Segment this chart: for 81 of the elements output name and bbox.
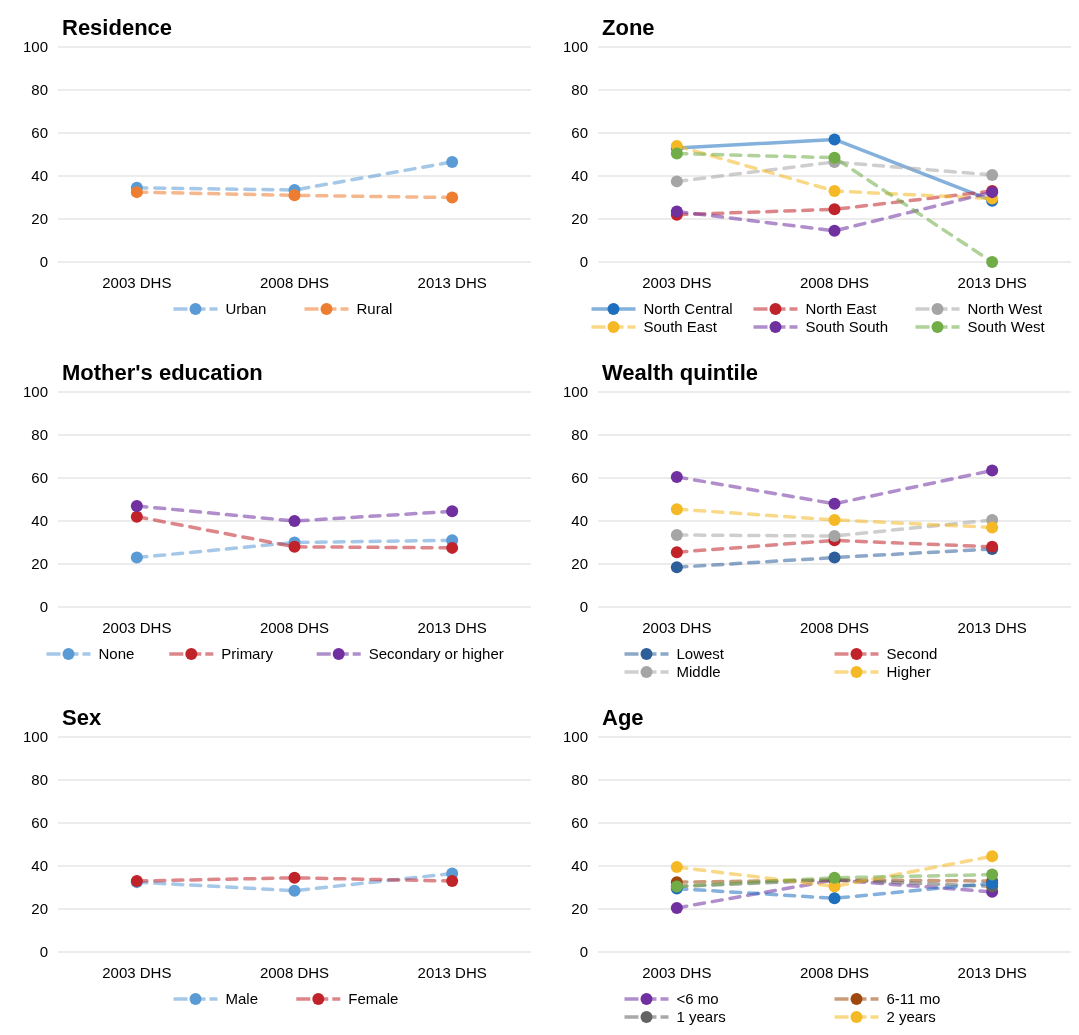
x-tick-label: 2008 DHS: [799, 619, 870, 636]
chart-title: Wealth quintile: [602, 360, 759, 385]
legend-label: 1 years: [676, 1008, 726, 1026]
legend-label: Male: [225, 990, 259, 1008]
y-tick-label: 100: [562, 38, 588, 56]
y-tick-label: 60: [31, 469, 48, 487]
y-tick-label: 80: [31, 426, 48, 444]
chart-title: Age: [602, 705, 644, 730]
legend-label: Rural: [356, 300, 393, 318]
y-tick-label: 80: [571, 426, 588, 444]
legend-label: <6 mo: [676, 990, 719, 1008]
x-tick-label: 2003 DHS: [642, 274, 712, 291]
x-tick-label: 2003 DHS: [102, 619, 172, 636]
y-tick-label: 60: [31, 124, 48, 142]
x-tick-label: 2008 DHS: [259, 964, 330, 981]
y-tick-label: 80: [571, 771, 588, 789]
legend-label: Urban: [225, 300, 267, 318]
x-tick-label: 2013 DHS: [957, 274, 1027, 291]
y-tick-label: 40: [31, 167, 48, 185]
y-tick-label: 20: [571, 900, 588, 918]
legend-label: Higher: [886, 663, 931, 681]
legend-label: Second: [886, 645, 938, 663]
x-tick-label: 2003 DHS: [102, 964, 172, 981]
legend-label: North Central: [643, 300, 733, 318]
y-tick-label: 0: [579, 598, 588, 616]
y-tick-label: 0: [39, 943, 48, 961]
y-tick-label: 20: [31, 555, 48, 573]
x-tick-label: 2008 DHS: [799, 274, 870, 291]
y-tick-label: 100: [22, 383, 48, 401]
y-tick-label: 20: [571, 210, 588, 228]
chart-title: Residence: [62, 15, 173, 40]
chart-title: Sex: [62, 705, 102, 730]
x-tick-label: 2013 DHS: [417, 619, 487, 636]
x-tick-label: 2013 DHS: [957, 964, 1027, 981]
y-tick-label: 80: [571, 81, 588, 99]
y-tick-label: 60: [571, 469, 588, 487]
x-tick-label: 2003 DHS: [642, 619, 712, 636]
y-tick-label: 0: [39, 253, 48, 271]
y-tick-label: 100: [562, 728, 588, 746]
legend-label: Middle: [676, 663, 721, 681]
y-tick-label: 40: [31, 857, 48, 875]
x-tick-label: 2003 DHS: [102, 274, 172, 291]
legend-label: 2 years: [886, 1008, 936, 1026]
y-tick-label: 20: [31, 210, 48, 228]
legend-label: Secondary or higher: [368, 645, 504, 663]
legend-label: North West: [967, 300, 1044, 318]
x-tick-label: 2013 DHS: [957, 619, 1027, 636]
y-tick-label: 60: [571, 124, 588, 142]
y-tick-label: 60: [571, 814, 588, 832]
y-tick-label: 20: [571, 555, 588, 573]
x-tick-label: 2008 DHS: [259, 274, 330, 291]
y-tick-label: 40: [571, 857, 588, 875]
x-tick-label: 2008 DHS: [259, 619, 330, 636]
y-tick-label: 100: [562, 383, 588, 401]
y-tick-label: 80: [31, 771, 48, 789]
legend-label: South West: [967, 318, 1046, 336]
legend-label: Lowest: [676, 645, 725, 663]
legend-label: South South: [805, 318, 889, 336]
chart-title: Zone: [602, 15, 655, 40]
x-tick-label: 2003 DHS: [642, 964, 712, 981]
legend-label: South East: [643, 318, 718, 336]
y-tick-label: 40: [571, 512, 588, 530]
legend-label: North East: [805, 300, 878, 318]
y-tick-label: 100: [22, 728, 48, 746]
y-tick-label: 20: [31, 900, 48, 918]
x-tick-label: 2013 DHS: [417, 274, 487, 291]
x-tick-label: 2013 DHS: [417, 964, 487, 981]
chart-title: Mother's education: [62, 360, 263, 385]
legend-label: 6-11 mo: [886, 990, 941, 1008]
y-tick-label: 60: [31, 814, 48, 832]
y-tick-label: 0: [579, 943, 588, 961]
legend-label: None: [98, 645, 135, 663]
y-tick-label: 0: [579, 253, 588, 271]
y-tick-label: 80: [31, 81, 48, 99]
x-tick-label: 2008 DHS: [799, 964, 870, 981]
y-tick-label: 40: [31, 512, 48, 530]
y-tick-label: 100: [22, 38, 48, 56]
legend-label: Primary: [221, 645, 274, 663]
y-tick-label: 40: [571, 167, 588, 185]
legend-label: Female: [348, 990, 399, 1008]
y-tick-label: 0: [39, 598, 48, 616]
